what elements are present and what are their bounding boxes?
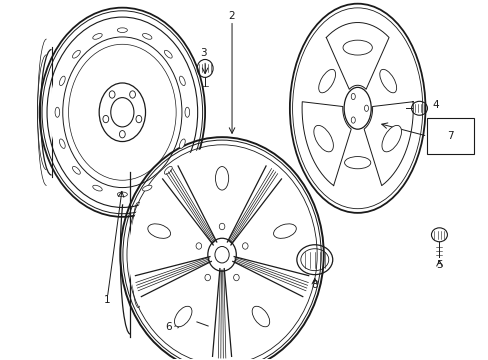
- Ellipse shape: [117, 28, 127, 32]
- Text: 7: 7: [447, 131, 453, 141]
- Ellipse shape: [136, 116, 142, 123]
- Ellipse shape: [318, 69, 335, 93]
- Ellipse shape: [242, 243, 247, 249]
- Ellipse shape: [60, 76, 65, 86]
- Ellipse shape: [215, 167, 228, 190]
- Ellipse shape: [93, 33, 102, 39]
- Text: 3: 3: [200, 49, 206, 58]
- Ellipse shape: [129, 91, 135, 98]
- Ellipse shape: [184, 107, 189, 117]
- Ellipse shape: [350, 93, 355, 100]
- Ellipse shape: [174, 306, 192, 327]
- Ellipse shape: [147, 224, 170, 238]
- Ellipse shape: [219, 223, 224, 230]
- Ellipse shape: [204, 274, 210, 281]
- Text: 8: 8: [311, 280, 318, 289]
- Ellipse shape: [342, 40, 371, 55]
- Ellipse shape: [102, 116, 108, 123]
- Ellipse shape: [381, 125, 401, 152]
- Ellipse shape: [273, 224, 296, 238]
- Ellipse shape: [164, 166, 172, 174]
- Ellipse shape: [344, 157, 370, 169]
- Ellipse shape: [72, 50, 80, 58]
- Ellipse shape: [379, 69, 396, 93]
- Text: 1: 1: [104, 294, 110, 305]
- Text: 4: 4: [431, 100, 438, 110]
- Ellipse shape: [179, 139, 185, 148]
- Ellipse shape: [55, 107, 60, 117]
- Ellipse shape: [196, 243, 201, 249]
- Ellipse shape: [60, 139, 65, 148]
- Ellipse shape: [128, 147, 315, 360]
- Ellipse shape: [93, 185, 102, 191]
- Ellipse shape: [119, 131, 125, 138]
- Ellipse shape: [350, 117, 355, 123]
- Ellipse shape: [364, 105, 368, 111]
- Ellipse shape: [313, 125, 333, 152]
- Ellipse shape: [233, 274, 239, 281]
- Ellipse shape: [72, 166, 80, 174]
- Bar: [427, 118, 473, 154]
- Ellipse shape: [109, 91, 115, 98]
- Text: 2: 2: [228, 11, 235, 21]
- Text: 6: 6: [164, 323, 171, 332]
- Ellipse shape: [179, 76, 185, 86]
- Ellipse shape: [142, 33, 152, 39]
- Ellipse shape: [252, 306, 269, 327]
- Ellipse shape: [49, 20, 195, 204]
- Ellipse shape: [117, 192, 127, 197]
- Ellipse shape: [294, 11, 420, 206]
- Text: 5: 5: [435, 260, 442, 270]
- Ellipse shape: [142, 185, 152, 191]
- Ellipse shape: [164, 50, 172, 58]
- Ellipse shape: [207, 238, 236, 271]
